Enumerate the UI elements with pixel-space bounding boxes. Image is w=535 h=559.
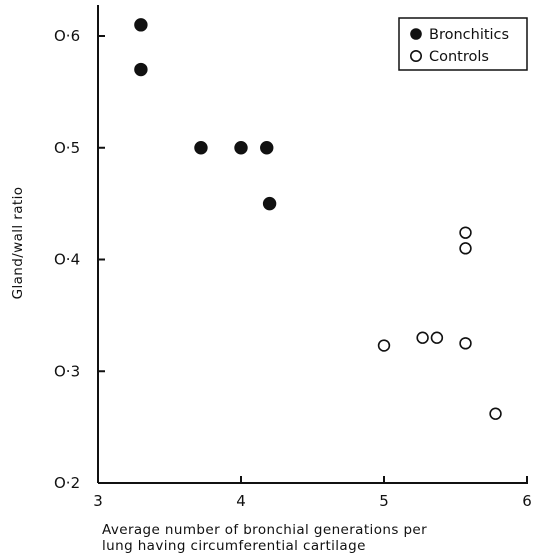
control-point: [430, 331, 444, 344]
bronchitic-point: [260, 141, 274, 155]
control-point: [416, 331, 429, 344]
axes: [97, 5, 528, 484]
control-point: [489, 407, 502, 420]
legend: Bronchitics Controls: [398, 17, 528, 71]
control-point: [459, 226, 472, 239]
x-tick-label: 5: [379, 492, 389, 510]
control-point: [459, 337, 472, 350]
control-point: [459, 242, 472, 255]
bronchitic-point: [134, 18, 148, 32]
legend-label-bronchitics: Bronchitics: [429, 27, 509, 43]
legend-label-controls: Controls: [429, 49, 489, 65]
legend-marker-bronchitics: [410, 28, 422, 40]
x-ticks: 3 4 5 6: [93, 476, 532, 510]
x-axis-label-line-1: Average number of bronchial generations …: [102, 522, 427, 538]
bronchitic-point: [234, 141, 248, 155]
x-tick-label: 4: [236, 492, 246, 510]
y-tick-label: O·5: [54, 139, 80, 157]
y-tick-label: O·4: [54, 251, 80, 269]
y-ticks: O·2 O·3 O·4 O·5 O·6: [54, 27, 105, 492]
y-tick-label: O·6: [54, 27, 80, 45]
x-tick-label: 3: [93, 492, 103, 510]
data-points: [134, 18, 502, 420]
y-axis-label: Gland/wall ratio: [10, 187, 26, 300]
y-tick-label: O·2: [54, 474, 80, 492]
y-tick-label: O·3: [54, 362, 80, 380]
bronchitic-point: [262, 196, 277, 211]
control-point: [377, 339, 391, 352]
bronchitic-point: [134, 62, 148, 77]
legend-marker-controls: [409, 49, 422, 62]
x-axis-label-line-2: lung having circumferential cartilage: [102, 538, 366, 554]
legend-box: [398, 17, 528, 71]
bronchitic-point: [194, 141, 208, 155]
x-tick-label: 6: [522, 492, 532, 510]
